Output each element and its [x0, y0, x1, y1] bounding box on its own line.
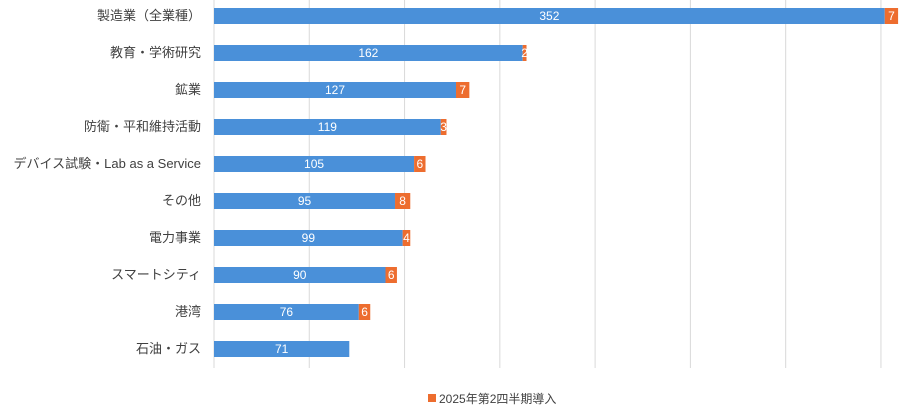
category-label: デバイス試験・Lab as a Service [14, 156, 201, 171]
legend-label: 2025年第2四半期導入 [439, 392, 556, 406]
data-label: 6 [361, 305, 368, 319]
bar-q2-2025 [395, 193, 411, 209]
bar-q2-2025 [414, 156, 426, 172]
data-label: 6 [416, 157, 423, 171]
legend-swatch [428, 394, 436, 402]
data-label: 7 [888, 9, 895, 23]
bar-base [214, 156, 415, 172]
bar-base [214, 119, 441, 135]
category-label: 製造業（全業種） [97, 8, 201, 23]
bar-base [214, 82, 457, 98]
data-label: 95 [298, 194, 312, 208]
category-label: 鉱業 [175, 82, 201, 97]
data-label: 119 [318, 120, 337, 134]
category-label: その他 [162, 193, 201, 208]
data-label: 4 [403, 231, 410, 245]
bar-q2-2025 [440, 119, 447, 135]
data-label: 6 [388, 268, 395, 282]
data-label: 127 [325, 83, 345, 97]
bar-base [214, 230, 403, 246]
category-label: スマートシティ [111, 267, 201, 282]
bar-q2-2025 [884, 8, 899, 24]
category-label: 石油・ガス [136, 341, 201, 356]
data-label: 162 [358, 46, 378, 60]
bar-base [214, 45, 523, 61]
bar-q2-2025 [385, 267, 397, 283]
bar-base [214, 193, 396, 209]
bar-q2-2025 [522, 45, 527, 61]
bars: 352 7 162 2 127 7 119 3 105 6 95 8 99 4 90 6 76 6 71 [214, 8, 899, 357]
data-label: 3 [440, 120, 447, 134]
bar-base [214, 304, 359, 320]
data-label: 90 [293, 268, 307, 282]
bar-q2-2025 [402, 230, 411, 246]
data-label: 8 [399, 194, 406, 208]
gridlines [213, 0, 882, 368]
category-label: 電力事業 [149, 230, 201, 245]
bar-q2-2025 [456, 82, 470, 98]
bar-base [214, 267, 386, 283]
category-label: 防衛・平和維持活動 [84, 119, 201, 134]
data-label: 71 [275, 342, 289, 356]
data-label: 105 [304, 157, 324, 171]
category-label: 港湾 [175, 304, 201, 319]
bar-q2-2025 [358, 304, 371, 320]
data-label: 352 [539, 9, 559, 23]
data-label: 2 [521, 46, 528, 60]
bar-base [214, 341, 350, 357]
data-label: 7 [459, 83, 466, 97]
bar-base [214, 8, 885, 24]
data-label: 99 [302, 231, 316, 245]
category-label: 教育・学術研究 [110, 45, 201, 60]
data-label: 76 [280, 305, 294, 319]
legend: 2025年第2四半期導入 [428, 392, 556, 406]
